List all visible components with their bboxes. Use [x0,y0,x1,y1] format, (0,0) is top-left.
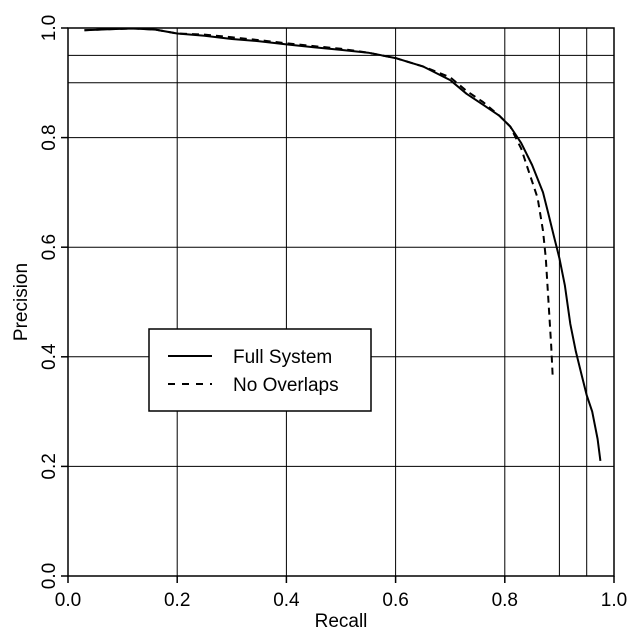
series-lines [84,27,602,462]
legend-box [148,328,372,412]
y-tick-label: 0.2 [39,453,60,479]
plot-area-frame [67,27,615,577]
series-line-full-system [84,27,602,462]
y-tick-label: 1.0 [39,15,60,41]
x-tick-label: 0.6 [382,590,408,611]
legend: Full System No Overlaps [148,328,372,412]
legend-label-full-system: Full System [233,347,332,368]
y-tick-label: 0.6 [39,234,60,260]
x-tick-label: 0.2 [164,590,190,611]
y-tick-label: 0.4 [39,343,60,370]
x-tick-label: 0.8 [492,590,518,611]
x-tick-label: 1.0 [601,590,627,611]
legend-label-no-overlaps: No Overlaps [233,375,339,396]
grid-lines [68,28,614,576]
y-tick-label: 0.0 [39,563,60,589]
x-tick-label: 0.0 [55,590,81,611]
y-axis-title: Precision [11,263,32,341]
axis-ticks: 0.0 0.2 0.4 0.6 0.8 1.0 0.0 0.2 0.4 0.6 0.8 1.0 [39,15,627,611]
x-axis-title: Recall [315,611,368,632]
x-tick-label: 0.4 [273,590,300,611]
series-line-no-overlaps [84,27,554,379]
y-tick-label: 0.8 [39,124,60,150]
